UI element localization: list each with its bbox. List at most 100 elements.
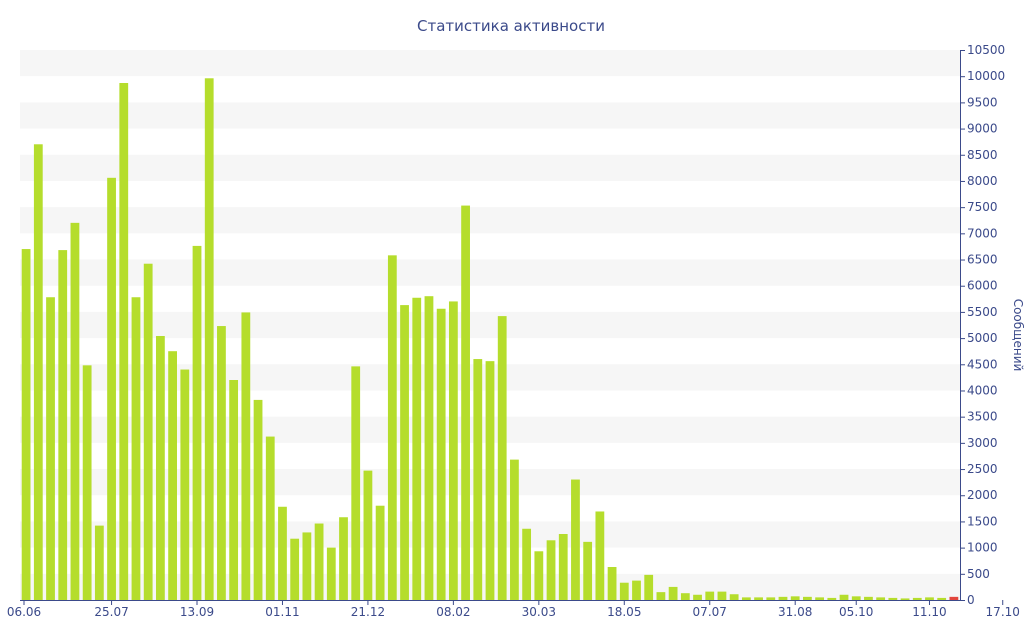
y-tick-label: 8500	[967, 148, 998, 162]
y-axis-ticks: 0 500 1000 1500 2000 2500 3000 3500 4000 4500 5000…	[960, 43, 1005, 607]
x-tick-label: 06.06	[7, 605, 41, 619]
grid-band	[20, 311, 960, 339]
y-tick-label: 10000	[967, 69, 1005, 83]
y-tick-label: 6000	[967, 279, 998, 293]
y-tick-label: 7500	[967, 200, 998, 214]
bar	[412, 297, 422, 600]
bar	[400, 305, 409, 600]
bar	[497, 316, 507, 600]
x-tick-label: 05.10	[839, 605, 873, 619]
bar	[607, 567, 617, 600]
bar	[680, 593, 690, 600]
bar	[925, 597, 934, 600]
bar	[290, 538, 300, 600]
bar	[339, 517, 348, 600]
bar-series	[21, 78, 959, 601]
bar	[510, 459, 519, 600]
bar	[619, 582, 629, 600]
bar	[265, 436, 275, 600]
bar	[70, 222, 80, 600]
bar	[729, 594, 739, 600]
bar	[571, 479, 580, 600]
bar	[314, 523, 324, 600]
y-tick-label: 2500	[967, 462, 998, 476]
bar	[668, 586, 678, 600]
bar	[864, 596, 873, 600]
bar	[155, 336, 165, 600]
bar	[387, 255, 397, 601]
bar	[204, 78, 214, 601]
y-tick-label: 7000	[967, 226, 998, 240]
x-tick-label: 31.08	[778, 605, 812, 619]
bar	[900, 598, 910, 600]
y-tick-label: 6500	[967, 253, 998, 267]
bar	[949, 596, 959, 600]
y-tick-label: 9000	[967, 122, 998, 136]
y-tick-label: 5000	[967, 331, 998, 345]
bar	[33, 144, 43, 601]
bar	[46, 297, 55, 600]
bar	[827, 597, 837, 600]
y-tick-label: 5500	[967, 305, 998, 319]
bar	[717, 591, 727, 600]
y-tick-label: 2000	[967, 488, 998, 502]
x-tick-label: 07.07	[693, 605, 727, 619]
bar	[558, 534, 568, 600]
bar	[192, 245, 202, 600]
bar	[143, 263, 153, 600]
bar	[803, 596, 812, 600]
bar	[778, 596, 788, 600]
bar	[119, 83, 129, 600]
bar	[131, 297, 141, 600]
y-tick-label: 4500	[967, 357, 998, 371]
bar	[94, 525, 104, 600]
bar	[21, 249, 31, 601]
bar	[888, 597, 898, 600]
grid-band	[20, 259, 960, 286]
grid-band	[20, 102, 960, 129]
y-tick-label: 4000	[967, 383, 998, 397]
x-axis-ticks: 06.06 25.07 13.09 01.11 21.12 08.02 30.03 18.05…	[7, 600, 1020, 619]
y-tick-label: 1500	[967, 514, 998, 528]
x-tick-label: 25.07	[94, 605, 128, 619]
bar	[217, 326, 226, 600]
bar	[766, 597, 776, 600]
bar	[705, 591, 715, 600]
y-tick-label: 3000	[967, 436, 998, 450]
bar	[351, 366, 361, 600]
x-tick-label: 08.02	[436, 605, 470, 619]
y-tick-label: 3500	[967, 410, 998, 424]
bar	[522, 528, 532, 600]
bar	[583, 541, 593, 600]
bar	[485, 361, 495, 600]
bar	[790, 596, 800, 600]
bar	[851, 596, 861, 600]
bar	[534, 551, 544, 600]
bar	[632, 580, 641, 600]
bar	[253, 399, 263, 600]
bar	[546, 540, 556, 600]
y-tick-label: 10500	[967, 43, 1005, 57]
x-tick-label: 01.11	[265, 605, 299, 619]
y-tick-label: 0	[967, 593, 975, 607]
bar	[595, 511, 605, 600]
bar	[937, 597, 947, 600]
grid-band	[20, 50, 960, 77]
bar	[461, 205, 470, 601]
chart-title: Статистика активности	[417, 17, 605, 35]
bar	[876, 597, 886, 600]
bar	[278, 506, 287, 600]
bar	[436, 308, 446, 600]
x-tick-label: 21.12	[351, 605, 385, 619]
y-tick-label: 8000	[967, 174, 998, 188]
bar	[839, 594, 849, 600]
bar	[229, 380, 239, 600]
bar	[363, 470, 373, 600]
y-tick-label: 9500	[967, 95, 998, 109]
bar	[656, 592, 666, 600]
bar	[912, 597, 922, 600]
bar	[644, 574, 654, 600]
bar	[326, 547, 336, 600]
bar	[815, 597, 825, 600]
